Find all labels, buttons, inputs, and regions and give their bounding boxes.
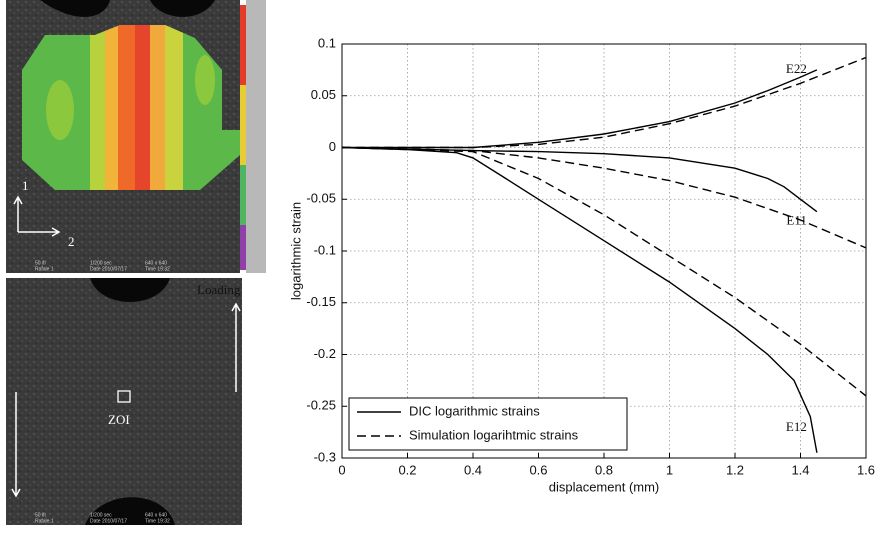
x-tick-label: 0 [338, 462, 345, 477]
curve [342, 56, 867, 149]
x-axis-label: displacement (mm) [549, 479, 660, 494]
x-tick-label: 1.4 [791, 462, 809, 477]
y-tick-label: -0.1 [314, 242, 336, 257]
image-info: Date 2010/07/17 [90, 266, 127, 272]
image-info: 640 x 640 [145, 512, 167, 518]
x-tick-label: 0.2 [398, 462, 416, 477]
image-info: Date 2010/07/17 [90, 518, 127, 524]
image-info: 50 ifr [35, 512, 46, 518]
y-tick-label: -0.05 [306, 191, 336, 206]
x-tick-label: 1 [666, 462, 673, 477]
y-tick-label: -0.2 [314, 346, 336, 361]
x-tick-label: 0.4 [464, 462, 482, 477]
y-tick-label: 0.1 [318, 35, 336, 50]
axis-label: 1 [22, 178, 29, 193]
image-info: Rafale 1 [35, 518, 54, 524]
y-tick-label: 0.05 [311, 87, 336, 102]
image-info: Time 19:32 [145, 266, 170, 272]
image-info: 1/200 sec [90, 260, 112, 266]
curve [341, 146, 818, 453]
y-axis-label: logarithmic strain [288, 202, 303, 300]
image-info: Time 19:32 [145, 518, 170, 524]
image-info: 1/200 sec [90, 512, 112, 518]
legend-label: DIC logarithmic strains [409, 403, 540, 418]
plot-frame [341, 43, 867, 459]
axis-label: 2 [68, 234, 75, 249]
x-tick-label: 1.6 [857, 462, 875, 477]
curve [342, 69, 818, 149]
image-info: 640 x 640 [145, 260, 167, 266]
loading-label: Loading [197, 282, 241, 297]
x-tick-label: 1.2 [726, 462, 744, 477]
image-info: Rafale 1 [35, 266, 54, 272]
image-info: 50 ifr [35, 260, 46, 266]
x-tick-label: 0.8 [595, 462, 613, 477]
legend-box [348, 397, 628, 451]
y-tick-label: 0 [329, 139, 336, 154]
y-tick-label: -0.3 [314, 449, 336, 464]
curve-label: E11 [786, 213, 806, 228]
curve [341, 146, 867, 249]
curve-label: E12 [786, 419, 807, 434]
y-tick-label: -0.15 [306, 294, 336, 309]
curve-label: E22 [786, 61, 807, 76]
curve [341, 146, 867, 397]
chart: 0 0.2 0.4 0.6 0.8 1 1.2 1.4 1.6 -0.3 -0.25 -0.2 -0.1… [288, 35, 875, 494]
y-tick-label: -0.25 [306, 398, 336, 413]
curve [341, 146, 818, 213]
zoi-label: ZOI [108, 412, 130, 427]
x-tick-label: 0.6 [529, 462, 547, 477]
legend-label: Simulation logarihtmic strains [409, 427, 579, 442]
